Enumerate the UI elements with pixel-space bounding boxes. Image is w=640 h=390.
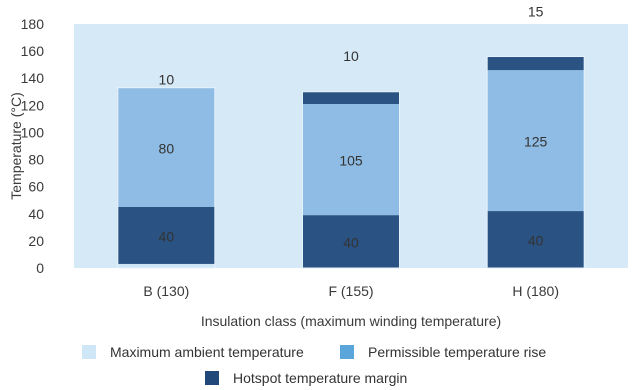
- y-axis-label: Temperature (°C): [8, 92, 24, 200]
- bar-outline: [486, 56, 585, 269]
- data-label-hotspot: 40: [159, 228, 175, 244]
- bar-segment: [117, 87, 215, 207]
- bar-2: [302, 91, 400, 269]
- data-label-ambient: 10: [343, 48, 359, 64]
- bar-segment: [302, 103, 400, 216]
- y-tick-label: 160: [21, 43, 45, 59]
- data-label-ambient: 15: [528, 4, 544, 20]
- legend-label-ambient: Maximum ambient temperature: [110, 344, 304, 360]
- legend-label-rise: Permissible temperature rise: [368, 344, 547, 360]
- bar-segment: [487, 70, 585, 212]
- data-label-hotspot: 40: [343, 235, 359, 251]
- data-label-hotspot: 40: [528, 233, 544, 249]
- legend-item-hotspot: Hotspot temperature margin: [205, 370, 407, 386]
- legend-swatch-hotspot: [205, 371, 219, 385]
- y-tick-label: 20: [28, 233, 44, 249]
- bar-segment: [487, 56, 585, 71]
- bar-segment: [302, 215, 400, 268]
- stacked-bar-chart: 0 20 40 60 80 100 120 140 160 180 40 80 10 40 105 10 40…: [8, 4, 628, 329]
- bar-outline: [302, 91, 400, 269]
- bar-outline: [117, 87, 216, 269]
- legend-item-ambient: Maximum ambient temperature: [82, 344, 304, 360]
- legend-item-rise: Permissible temperature rise: [340, 344, 546, 360]
- data-label-rise: 80: [159, 140, 175, 156]
- data-label-rise: 125: [524, 134, 548, 150]
- y-tick-label: 120: [21, 97, 45, 113]
- legend-swatch-ambient: [82, 345, 96, 359]
- bar-segment: [302, 91, 400, 104]
- data-label-ambient: 10: [159, 72, 175, 88]
- x-tick-label: H (180): [512, 283, 559, 299]
- x-tick-label: B (130): [143, 283, 189, 299]
- y-tick-label: 100: [21, 124, 45, 140]
- x-tick-label: F (155): [328, 283, 373, 299]
- y-tick-label: 180: [21, 16, 45, 32]
- bar-segment: [117, 207, 215, 264]
- bar-3: [486, 56, 585, 269]
- bar-segment: [117, 263, 215, 268]
- y-tick-label: 60: [28, 179, 44, 195]
- bar-segment: [487, 211, 585, 268]
- y-tick-label: 80: [28, 152, 44, 168]
- x-axis-label: Insulation class (maximum winding temper…: [201, 313, 501, 329]
- data-label-rise: 105: [339, 153, 363, 169]
- legend-label-hotspot: Hotspot temperature margin: [233, 370, 408, 386]
- y-tick-label: 0: [36, 260, 44, 276]
- legend-swatch-rise: [340, 345, 354, 359]
- y-tick-label: 40: [28, 206, 44, 222]
- bar-1: [117, 87, 216, 269]
- y-tick-label: 140: [21, 70, 45, 86]
